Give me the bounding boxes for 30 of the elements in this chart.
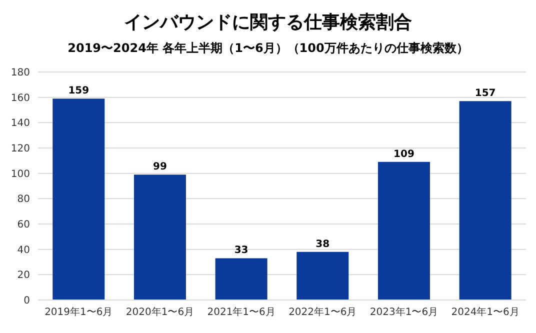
data-label: 109	[394, 148, 414, 160]
chart-subtitle: 2019〜2024年 各年上半期（1〜6月）（100万件あたりの仕事検索数）	[66, 40, 470, 57]
x-tick-label: 2019年1〜6月	[44, 306, 113, 318]
y-tick-label: 40	[17, 244, 30, 256]
data-label: 159	[68, 86, 90, 97]
y-tick-label: 80	[17, 194, 30, 206]
x-tick-label: 2022年1〜6月	[288, 306, 357, 318]
y-tick-label: 120	[10, 144, 30, 155]
bar	[459, 101, 512, 300]
data-label: 38	[316, 238, 330, 250]
y-tick-label: 20	[17, 270, 30, 282]
x-tick-label: 2020年1〜6月	[126, 306, 194, 318]
chart-title: インバウンドに関する仕事検索割合	[123, 11, 413, 34]
y-tick-label: 140	[10, 118, 30, 130]
y-tick-label: 160	[10, 92, 30, 104]
x-tick-label: 2023年1〜6月	[370, 306, 438, 318]
x-tick-label: 2021年1〜6月	[207, 306, 276, 318]
bar	[215, 258, 268, 300]
data-label: 33	[234, 245, 248, 256]
bar	[52, 98, 105, 300]
y-tick-label: 0	[24, 296, 30, 307]
data-label: 157	[474, 88, 496, 100]
data-label: 99	[153, 162, 167, 173]
bar	[134, 174, 186, 300]
y-tick-label: 180	[10, 68, 30, 79]
x-tick-label: 2024年1〜6月	[451, 306, 520, 318]
bar	[296, 252, 349, 300]
y-tick-label: 100	[10, 168, 30, 180]
y-tick-label: 60	[17, 220, 30, 231]
bar	[378, 162, 430, 300]
